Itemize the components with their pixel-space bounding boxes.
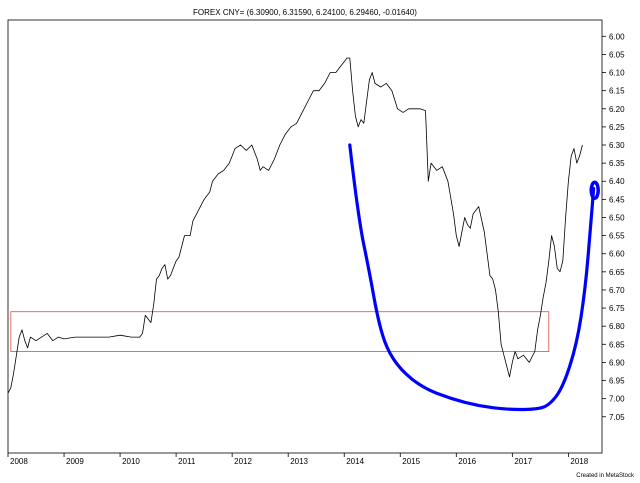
y-tick-label: 7.05	[609, 413, 625, 422]
y-tick-label: 6.25	[609, 123, 625, 132]
x-tick-label: 2015	[402, 457, 420, 466]
y-tick-label: 6.45	[609, 195, 625, 204]
x-tick-label: 2010	[122, 457, 140, 466]
y-tick-label: 6.40	[609, 177, 625, 186]
y-tick-label: 6.10	[609, 69, 625, 78]
y-tick-label: 6.65	[609, 268, 625, 277]
hand-drawn-curve	[348, 143, 596, 412]
x-tick-label: 2012	[234, 457, 252, 466]
y-tick-label: 6.60	[609, 250, 625, 259]
y-tick-label: 7.00	[609, 395, 625, 404]
x-tick-label: 2011	[178, 457, 196, 466]
credit-text: Created in MetaStock	[576, 473, 635, 479]
y-tick-label: 6.70	[609, 286, 625, 295]
plot-frame	[7, 19, 603, 454]
x-tick-label: 2017	[514, 457, 532, 466]
y-tick-label: 6.80	[609, 322, 625, 331]
y-tick-label: 6.75	[609, 304, 625, 313]
y-tick-label: 6.30	[609, 141, 625, 150]
series-group	[7, 57, 583, 394]
x-axis: 2008 2009 2010 2011 2012 2013 2014 2015 2016 2017…	[7, 453, 589, 466]
y-tick-label: 6.85	[609, 340, 625, 349]
y-tick-label: 6.15	[609, 87, 625, 96]
chart-title: FOREX CNY= (6.30900, 6.31590, 6.24100, 6…	[193, 8, 417, 17]
annotations	[10, 143, 600, 412]
y-axis: 6.00 6.05 6.10 6.15 6.20 6.25 6.30 6.35 6.40 6.45…	[602, 32, 625, 422]
range-box	[10, 311, 550, 352]
y-tick-label: 6.95	[609, 377, 625, 386]
x-tick-label: 2009	[66, 457, 84, 466]
y-tick-label: 6.20	[609, 105, 625, 114]
y-tick-label: 6.50	[609, 213, 625, 222]
y-tick-label: 6.35	[609, 159, 625, 168]
x-tick-label: 2018	[570, 457, 588, 466]
x-tick-label: 2013	[290, 457, 308, 466]
x-tick-label: 2008	[10, 457, 28, 466]
y-tick-label: 6.05	[609, 50, 625, 59]
hand-drawn-marker	[589, 180, 600, 201]
price-line	[7, 57, 583, 394]
y-tick-label: 6.00	[609, 32, 625, 41]
y-tick-label: 6.90	[609, 358, 625, 367]
x-tick-label: 2014	[346, 457, 364, 466]
x-tick-label: 2016	[458, 457, 476, 466]
y-tick-label: 6.55	[609, 232, 625, 241]
